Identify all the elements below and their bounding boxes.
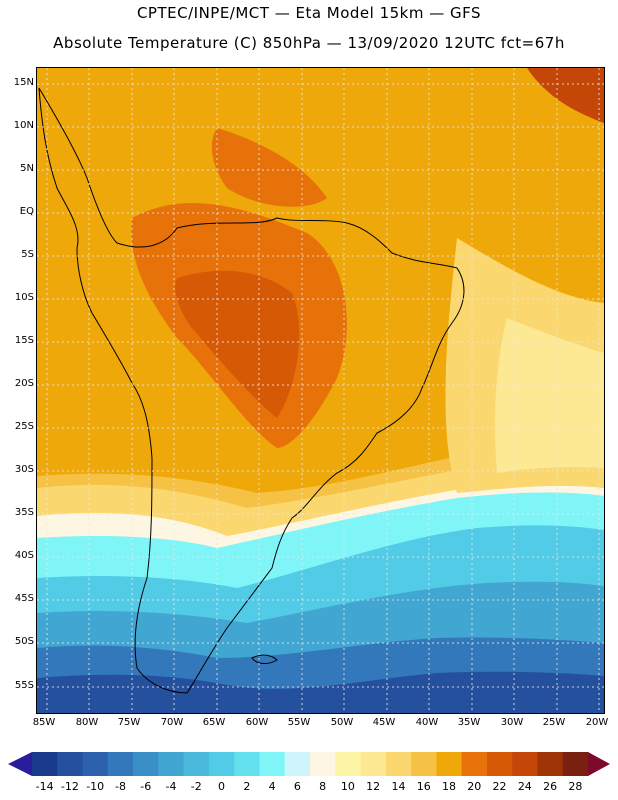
colorbar-cell bbox=[562, 752, 589, 776]
colorbar-cell bbox=[158, 752, 185, 776]
lon-label-30w: 30W bbox=[500, 717, 524, 728]
title-line-1: CPTEC/INPE/MCT — Eta Model 15km — GFS bbox=[136, 4, 482, 22]
lat-label-50s: 50S bbox=[14, 636, 34, 647]
colorbar-cell bbox=[385, 752, 412, 776]
colorbar-label: 14 bbox=[391, 780, 406, 793]
lat-label-5n: 5N bbox=[20, 163, 34, 174]
lat-label-15n: 15N bbox=[13, 77, 34, 88]
falkland-islands bbox=[251, 654, 278, 664]
lon-label-45w: 45W bbox=[372, 717, 396, 728]
field-hot-north bbox=[211, 128, 327, 207]
lat-label-5s: 5S bbox=[21, 249, 34, 260]
colorbar-cell bbox=[360, 752, 387, 776]
colorbar-cell bbox=[436, 752, 463, 776]
lon-label-65w: 65W bbox=[202, 717, 226, 728]
colorbar-cell bbox=[133, 752, 159, 776]
colorbar-cell bbox=[82, 752, 109, 776]
lon-label-60w: 60W bbox=[245, 717, 269, 728]
colorbar-label: -4 bbox=[165, 780, 177, 793]
lon-label-20w: 20W bbox=[585, 717, 609, 728]
colorbar-cell bbox=[183, 752, 210, 776]
lat-label-15s: 15S bbox=[14, 335, 34, 346]
colorbar-label: 18 bbox=[442, 780, 456, 793]
colorbar-cell bbox=[486, 752, 513, 776]
colorbar-cell bbox=[107, 752, 134, 776]
colorbar-cell bbox=[234, 752, 260, 776]
colorbar-label: 22 bbox=[492, 780, 507, 793]
colorbar-label: 0 bbox=[218, 780, 226, 793]
colorbar-label: 24 bbox=[517, 780, 532, 793]
colorbar-arrow-high bbox=[588, 752, 610, 776]
colorbar-label: -6 bbox=[140, 780, 152, 793]
colorbar-cell bbox=[411, 752, 437, 776]
colorbar-label: -2 bbox=[190, 780, 202, 793]
lon-label-40w: 40W bbox=[415, 717, 439, 728]
colorbar-label: -10 bbox=[86, 780, 105, 793]
colorbar-label: 28 bbox=[568, 780, 583, 793]
colorbar-cell bbox=[57, 752, 84, 776]
colorbar-arrow-low bbox=[8, 752, 32, 776]
colorbar-cell bbox=[512, 752, 538, 776]
lon-label-35w: 35W bbox=[457, 717, 481, 728]
lat-label-25s: 25S bbox=[14, 421, 34, 432]
lat-label-10n: 10N bbox=[13, 120, 34, 131]
colorbar-cell bbox=[537, 752, 564, 776]
lat-label-30s: 30S bbox=[14, 464, 34, 475]
colorbar-label: -14 bbox=[35, 780, 54, 793]
field-ne-hot bbox=[527, 68, 604, 123]
colorbar-label: -12 bbox=[60, 780, 79, 793]
colorbar-cell bbox=[461, 752, 488, 776]
colorbar-label: 20 bbox=[467, 780, 482, 793]
lat-label-45s: 45S bbox=[14, 593, 34, 604]
colorbar-label: 16 bbox=[416, 780, 431, 793]
temperature-map bbox=[37, 68, 604, 713]
lat-label-20s: 20S bbox=[14, 378, 34, 389]
lon-label-55w: 55W bbox=[287, 717, 311, 728]
field-ocean-pale bbox=[495, 318, 604, 473]
colorbar-cell bbox=[208, 752, 235, 776]
colorbar-label: 10 bbox=[340, 780, 355, 793]
lon-label-25w: 25W bbox=[542, 717, 566, 728]
colorbar-cell bbox=[32, 752, 58, 776]
colorbar-label: 12 bbox=[366, 780, 381, 793]
title-line-2: Absolute Temperature (C) 850hPa — 13/09/… bbox=[53, 34, 565, 52]
field-hot bbox=[175, 270, 300, 418]
lat-label-eq: EQ bbox=[19, 206, 34, 217]
colorbar-label: 2 bbox=[243, 780, 251, 793]
colorbar-label: -8 bbox=[114, 780, 126, 793]
lat-label-35s: 35S bbox=[14, 507, 34, 518]
south-america-coast bbox=[38, 87, 465, 694]
colorbar-cell bbox=[335, 752, 362, 776]
colorbar-label: 4 bbox=[268, 780, 276, 793]
map-frame bbox=[36, 67, 605, 714]
lon-label-50w: 50W bbox=[330, 717, 354, 728]
colorbar-cell bbox=[284, 752, 311, 776]
colorbar-cell bbox=[259, 752, 286, 776]
lat-label-40s: 40S bbox=[14, 550, 34, 561]
lat-label-55s: 55S bbox=[14, 680, 34, 691]
colorbar-cell bbox=[310, 752, 336, 776]
lon-label-80w: 80W bbox=[75, 717, 99, 728]
temperature-colorbar bbox=[8, 752, 610, 776]
lat-label-10s: 10S bbox=[14, 292, 34, 303]
lon-label-70w: 70W bbox=[160, 717, 184, 728]
field-blue-dark bbox=[37, 671, 604, 713]
colorbar-label: 26 bbox=[543, 780, 558, 793]
colorbar-label: 8 bbox=[319, 780, 327, 793]
lon-label-75w: 75W bbox=[117, 717, 141, 728]
lon-label-85w: 85W bbox=[32, 717, 56, 728]
colorbar-label: 6 bbox=[293, 780, 301, 793]
